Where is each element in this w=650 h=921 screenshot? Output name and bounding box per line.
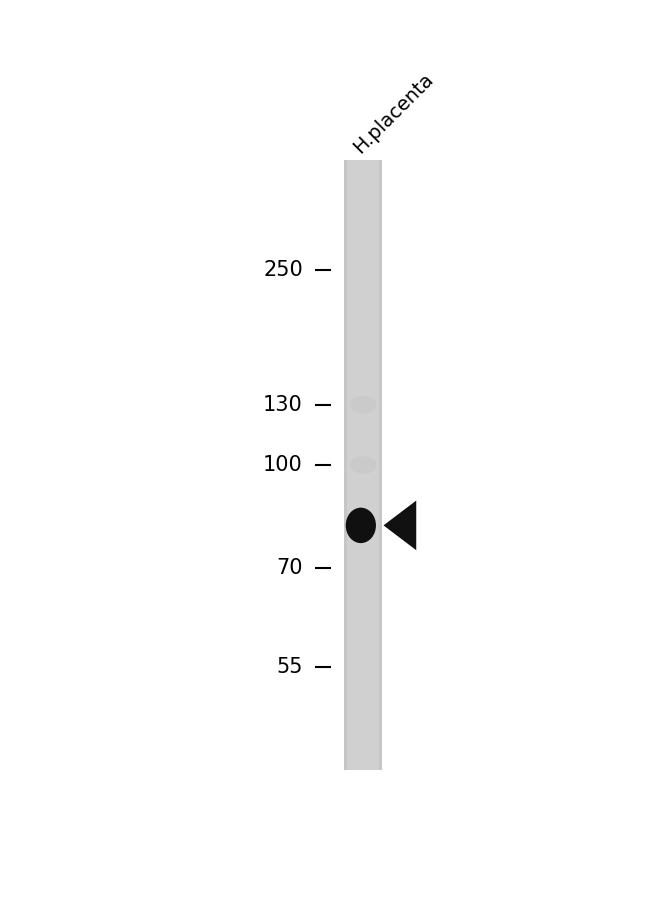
Bar [344, 160, 382, 770]
Text: 130: 130 [263, 395, 303, 414]
Bar [344, 160, 348, 770]
Ellipse shape [346, 507, 376, 543]
Ellipse shape [350, 456, 376, 474]
Bar [379, 160, 382, 770]
Polygon shape [384, 501, 416, 550]
Ellipse shape [350, 396, 376, 414]
Text: 250: 250 [263, 260, 303, 280]
Text: H.placenta: H.placenta [350, 69, 437, 157]
Text: 70: 70 [276, 558, 303, 578]
Text: 100: 100 [263, 455, 303, 475]
Text: 55: 55 [276, 658, 303, 677]
